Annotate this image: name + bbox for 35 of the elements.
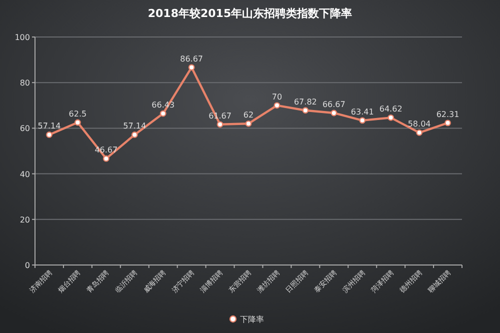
data-label: 58.04 [408, 120, 431, 129]
point [416, 129, 422, 136]
point [274, 102, 280, 109]
y-tick-label: 20 [20, 215, 30, 224]
point [74, 119, 81, 126]
data-label: 64.62 [379, 104, 402, 114]
data-label: 63.41 [350, 107, 374, 116]
point [359, 117, 366, 124]
y-tick-label: 60 [20, 124, 30, 134]
point [46, 132, 52, 138]
data-label: 62 [243, 110, 254, 120]
data-label: 86.67 [180, 54, 204, 64]
y-tick-label: 80 [20, 78, 30, 88]
legend-label: 下降率 [240, 315, 264, 324]
point [330, 110, 338, 116]
y-tick-label: 0 [24, 261, 30, 270]
point [160, 110, 166, 117]
y-tick-label: 100 [14, 33, 30, 42]
chart-title: 2018年较2015年山东招聘类指数下降率 [148, 7, 352, 20]
point [216, 121, 224, 128]
point [188, 64, 195, 71]
data-label: 70 [272, 92, 282, 102]
point [131, 132, 138, 138]
data-label: 67.82 [294, 97, 317, 106]
point [444, 120, 451, 126]
data-label: 62.5 [68, 110, 87, 118]
data-label: 66.67 [322, 100, 346, 109]
data-label: 57.14 [38, 122, 61, 131]
point [245, 120, 252, 127]
point [302, 107, 309, 114]
point [388, 114, 394, 121]
data-label: 62.31 [436, 110, 460, 119]
data-label: 57.14 [123, 122, 146, 131]
point [102, 155, 110, 162]
y-tick-label: 40 [20, 170, 30, 179]
